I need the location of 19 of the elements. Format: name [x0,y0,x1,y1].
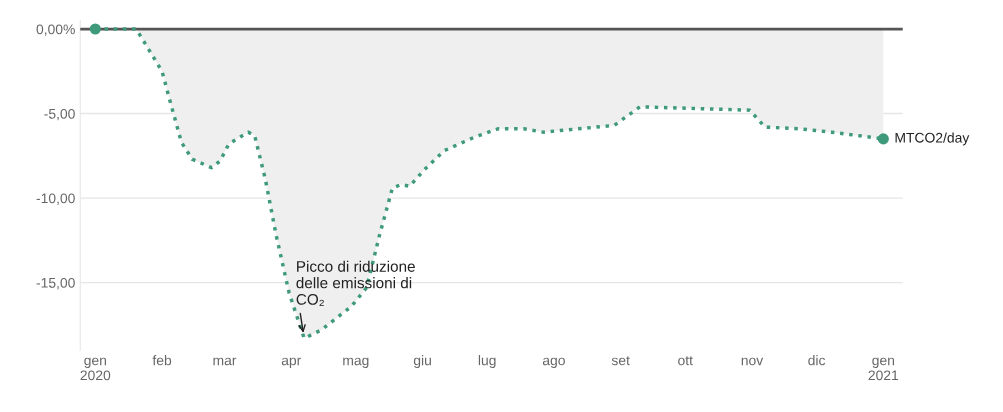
x-tick-label: set [611,356,630,366]
x-tick-label: lug [478,355,496,369]
x-tick-label: mag [343,357,369,369]
x-tick-label: ott [678,356,693,366]
annotation: Picco di riduzione delle emissioni di CO₂ [296,260,415,306]
x-tick-label: dic [808,355,826,366]
x-tick-label: ago [542,357,565,369]
y-tick-label: -15,00 [36,277,75,290]
y-tick-label: -10,00 [36,193,75,205]
x-tick-label: giu [413,355,431,369]
y-tick-label: -5,00 [44,108,75,121]
x-tick-label: mar [213,357,237,366]
x-tick-label: gen 2021 [868,357,899,381]
x-tick-label: apr [281,357,302,369]
y-tick-label: 0,00% [36,24,75,36]
x-tick-label: feb [152,355,172,366]
x-tick-label: gen 2020 [80,357,111,381]
series-label: MTCO2/day [895,132,970,146]
x-tick-label: nov [741,357,764,366]
